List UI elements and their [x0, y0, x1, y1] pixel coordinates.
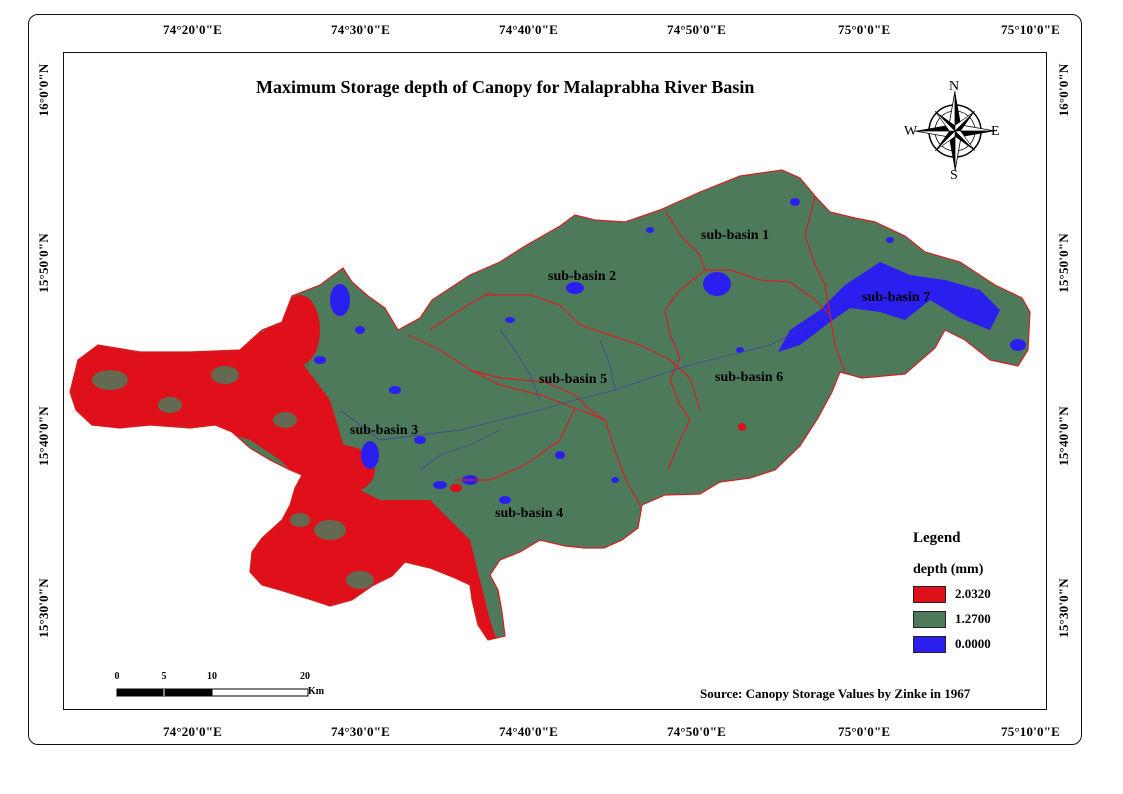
scale-tick-label: 0 — [114, 671, 120, 682]
latitude-label-right: 15°50'0"N — [1056, 233, 1071, 293]
compass-east-label: E — [991, 124, 1000, 139]
latitude-label-left: 15°40'0"N — [36, 406, 51, 466]
longitude-label-bottom: 74°50'0"E — [667, 724, 726, 739]
latitude-label-left: 15°50'0"N — [36, 233, 51, 293]
longitude-label-bottom: 74°20'0"E — [163, 724, 222, 739]
latitude-label-right: 16°0'0"N — [1056, 63, 1071, 117]
scale-tick-label: 20 — [300, 671, 310, 682]
longitude-label-top: 75°10'0"E — [1001, 22, 1060, 37]
compass-north-label: N — [949, 79, 960, 94]
legend-label: 0.0000 — [955, 636, 991, 651]
scale-unit-label: Km — [308, 686, 325, 697]
legend-item: 2.0320 — [913, 584, 991, 604]
compass-west-label: W — [904, 124, 918, 139]
longitude-label-bottom: 74°30'0"E — [331, 724, 390, 739]
latitude-label-right: 15°40'0"N — [1056, 406, 1071, 466]
legend-swatch — [913, 635, 946, 653]
longitude-label-top: 74°50'0"E — [667, 22, 726, 37]
outer-frame — [28, 14, 1082, 745]
legend-label: 2.0320 — [955, 586, 991, 601]
legend-label: 1.2700 — [955, 611, 991, 626]
latitude-label-left: 16°0'0"N — [36, 63, 51, 117]
scale-tick-label: 5 — [161, 671, 167, 682]
map-frame — [63, 52, 1047, 710]
compass-south-label: S — [950, 168, 958, 183]
map-title: Maximum Storage depth of Canopy for Mala… — [256, 77, 755, 97]
legend-subtitle: depth (mm) — [913, 562, 984, 577]
latitude-label-left: 15°30'0"N — [36, 578, 51, 638]
longitude-label-bottom: 74°40'0"E — [499, 724, 558, 739]
legend-title: Legend — [913, 530, 961, 546]
longitude-label-top: 74°30'0"E — [331, 22, 390, 37]
scale-tick-label: 10 — [207, 671, 217, 682]
longitude-label-bottom: 75°0'0"E — [838, 724, 891, 739]
longitude-label-top: 75°0'0"E — [838, 22, 891, 37]
longitude-label-top: 74°20'0"E — [163, 22, 222, 37]
latitude-label-right: 15°30'0"N — [1056, 578, 1071, 638]
longitude-label-bottom: 75°10'0"E — [1001, 724, 1060, 739]
legend-swatch — [913, 585, 946, 603]
source-note: Source: Canopy Storage Values by Zinke i… — [700, 686, 971, 701]
legend-swatch — [913, 610, 946, 628]
legend-item: 1.2700 — [913, 609, 991, 629]
legend-item: 0.0000 — [913, 634, 991, 654]
longitude-label-top: 74°40'0"E — [499, 22, 558, 37]
